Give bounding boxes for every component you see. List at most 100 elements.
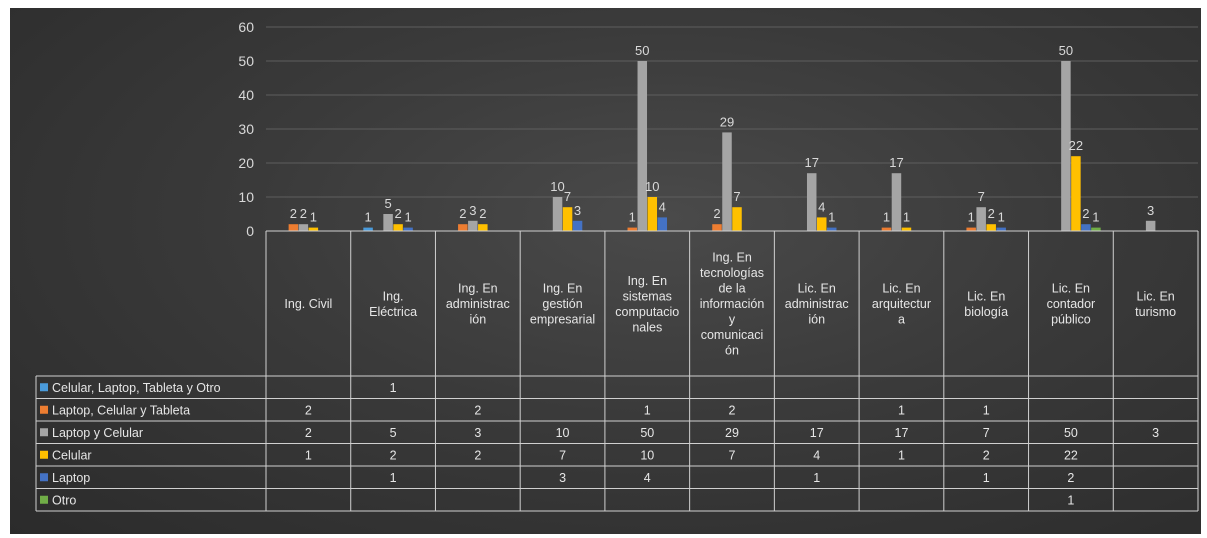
bar [881,227,892,231]
legend-key [40,405,48,414]
y-tick-label: 40 [238,87,254,103]
table-cell-value: 2 [474,403,481,417]
category-label: nales [632,320,662,334]
category-label: Ing. En [543,282,583,296]
data-label: 2 [988,206,995,221]
data-label: 2 [1082,206,1089,221]
table-cell-value: 5 [390,426,397,440]
category-label: de la [718,282,745,296]
data-label: 1 [310,210,317,225]
category-label: Lic. En [967,289,1005,303]
bar [1061,61,1071,231]
data-label: 2 [394,206,401,221]
bar [816,217,827,231]
table-cell-value: 2 [305,426,312,440]
bar [288,224,299,231]
bar [393,224,403,231]
bar [1091,227,1101,231]
bar [363,227,373,231]
data-label: 1 [1092,210,1099,225]
bar [1145,220,1156,231]
data-label: 7 [978,189,985,204]
category-label: ión [469,313,486,327]
table-cell-value: 7 [729,448,736,462]
table-cell-value: 1 [390,471,397,485]
bar [722,132,732,231]
table-cell-value: 2 [729,403,736,417]
category-label: contador [1047,297,1096,311]
table-cell-value: 1 [390,381,397,395]
data-label: 17 [889,155,903,170]
data-label: 10 [550,179,564,194]
category-label: comunicaci [701,328,764,342]
bar [637,61,648,231]
category-label: Ing. En [712,251,752,265]
legend-key [40,495,48,504]
category-label: Ing. En [627,274,667,288]
data-label: 50 [1059,43,1073,58]
bar [383,214,393,231]
bar [468,220,478,231]
category-label: gestión [542,297,582,311]
bar [996,227,1006,231]
data-label: 1 [903,210,910,225]
table-cell-value: 3 [559,471,566,485]
y-tick-label: 50 [238,53,254,69]
table-cell-value: 22 [1064,448,1078,462]
table-cell-value: 1 [305,448,312,462]
category-label: ón [725,344,739,358]
table-cell-value: 7 [983,426,990,440]
y-tick-label: 60 [238,19,254,35]
data-label: 1 [364,210,371,225]
category-label: administrac [785,297,849,311]
category-label: tecnologías [700,266,764,280]
category-label: a [898,313,905,327]
data-label: 1 [828,210,835,225]
category-label: biología [964,305,1008,319]
table-cell-value: 17 [810,426,824,440]
table-cell-value: 10 [640,448,654,462]
table-cell-value: 1 [898,448,905,462]
bar [657,217,668,231]
data-label: 7 [733,189,740,204]
table-cell-value: 1 [1067,493,1074,507]
data-label: 2 [459,206,466,221]
bar [732,207,742,231]
data-label: 5 [384,196,391,211]
category-label: administrac [446,297,510,311]
table-cell-value: 4 [813,448,820,462]
data-label: 29 [720,114,734,129]
data-label: 1 [998,210,1005,225]
data-label: 1 [629,210,636,225]
data-label: 2 [300,206,307,221]
series-label: Celular [52,448,92,462]
category-label: Lic. En [798,282,836,296]
table-cell-value: 29 [725,426,739,440]
bar [627,227,638,231]
table-cell-value: 1 [813,471,820,485]
bar [901,227,912,231]
data-label: 1 [404,210,411,225]
category-label: Lic. En [1052,282,1090,296]
category-label: Ing. En [458,282,498,296]
chart-frame: 0 10 20 30 40 50 60 1 2 2 1 2 1 1 2 5 3 10 50 29 17 17 7 50 3 1 2 2… [10,8,1201,534]
bar [976,207,986,231]
table-cell-value: 2 [983,448,990,462]
table-cell-value: 1 [983,403,990,417]
table-cell-value: 3 [474,426,481,440]
data-label: 50 [635,43,649,58]
table-cell-value: 1 [898,403,905,417]
bar [826,227,837,231]
bar [1071,156,1081,231]
data-label: 22 [1069,138,1083,153]
category-label: turismo [1135,305,1176,319]
legend-key [40,450,48,459]
data-label: 3 [1147,203,1154,218]
data-label: 17 [804,155,818,170]
table-cell-value: 7 [559,448,566,462]
data-label: 2 [290,206,297,221]
category-label: y [729,313,736,327]
data-label: 1 [968,210,975,225]
category-label: Ing. [383,289,404,303]
